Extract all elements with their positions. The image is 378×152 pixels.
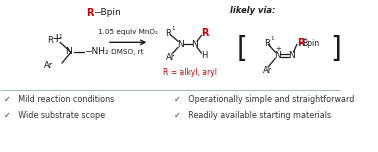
Text: N: N [65,47,71,56]
Text: +: + [52,32,63,45]
Text: N: N [191,40,198,49]
Text: 1.05 equiv MnO₂: 1.05 equiv MnO₂ [98,29,158,35]
Text: N: N [177,40,184,49]
Text: 1: 1 [271,36,274,41]
Text: −Bpin: −Bpin [93,8,121,17]
Text: R: R [297,38,304,48]
Text: R: R [47,36,53,45]
Text: 1: 1 [58,34,62,39]
Text: ✓   Operationally simple and straightforward: ✓ Operationally simple and straightforwa… [174,95,354,104]
Text: Ar: Ar [166,53,176,62]
Text: R: R [201,28,209,38]
Text: ⁻: ⁻ [302,35,306,44]
Text: [: [ [237,35,248,63]
Text: ✓   Readily available starting materials: ✓ Readily available starting materials [174,111,331,120]
Text: R: R [265,39,270,48]
Text: N: N [274,51,280,60]
Text: R: R [86,8,94,18]
Text: ✓   Wide substrate scope: ✓ Wide substrate scope [4,111,105,120]
Text: ✓   Mild reaction conditions: ✓ Mild reaction conditions [4,95,115,104]
Text: H: H [201,51,208,60]
Text: −NH₂: −NH₂ [84,47,108,56]
Text: +: + [275,46,281,52]
Text: DMSO, rt: DMSO, rt [112,49,144,55]
Text: N: N [288,51,295,60]
Text: Ar: Ar [44,61,53,70]
Text: Bpin: Bpin [302,39,319,48]
Text: Ar: Ar [263,66,272,74]
Text: ]: ] [330,35,341,63]
Text: R = alkyl, aryl: R = alkyl, aryl [163,67,217,77]
Text: 1: 1 [172,26,175,31]
Text: R: R [166,29,171,38]
Text: likely via:: likely via: [230,6,276,15]
